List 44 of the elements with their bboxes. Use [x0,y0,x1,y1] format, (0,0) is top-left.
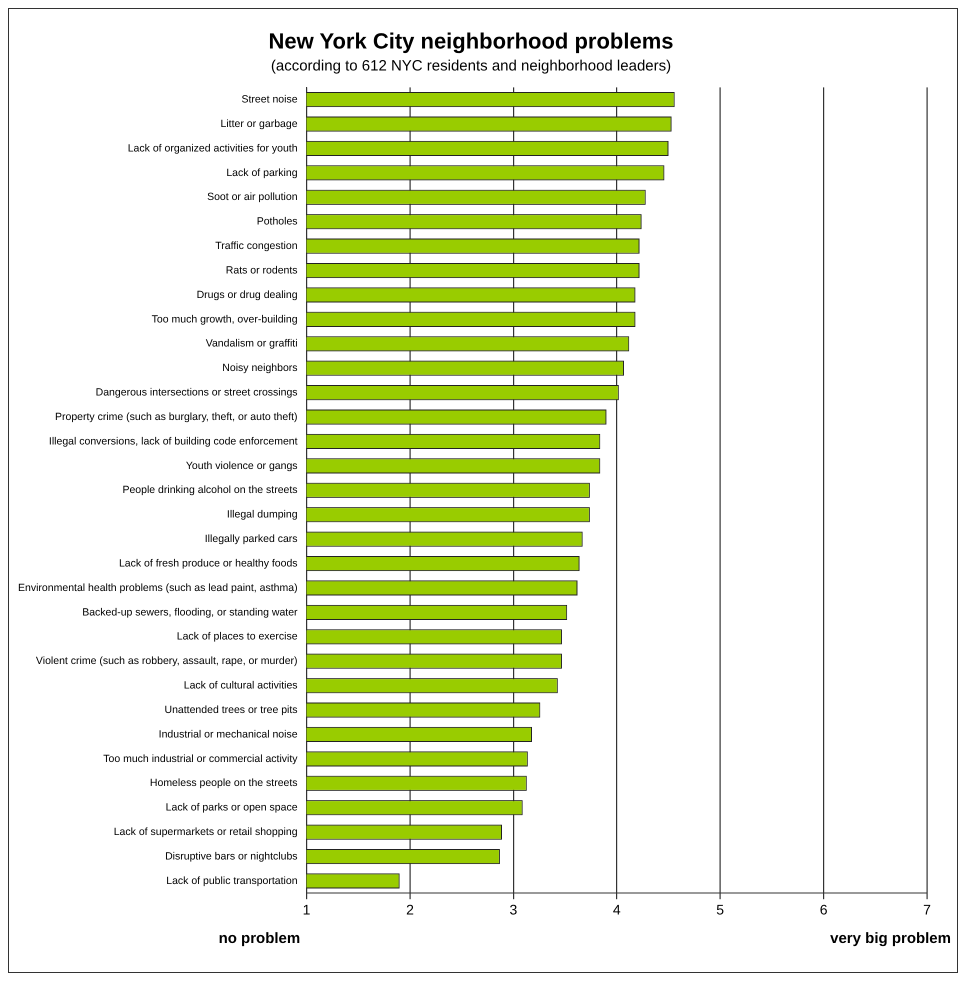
y-tick-label: Street noise [242,94,298,106]
y-tick-label: Illegal dumping [226,508,298,521]
y-tick-label: People drinking alcohol on the streets [122,484,298,496]
y-tick-label: Lack of cultural activities [184,680,298,692]
y-tick-label: Disruptive bars or nightclubs [165,850,298,862]
y-tick-label: Illegally parked cars [204,533,298,546]
y-tick-label: Vandalism or graffiti [206,338,298,350]
y-tick-label: Dangerous intersections or street crossings [96,386,298,399]
chart-subtitle: (according to 612 NYC residents and neighborhood leaders) [270,58,672,75]
text: no problem [218,930,300,947]
y-tick-label: Illegal conversions, lack of building code enforcement [48,435,298,448]
y-tick-label: Youth violence or gangs [186,460,298,472]
y-tick-label: Soot or air pollution [207,191,298,204]
y-tick-label: Lack of supermarkets or retail shopping [114,826,298,838]
x-tick-label: 6 [820,901,828,918]
y-tick-label: Backed-up sewers, flooding, or standing water [82,606,298,618]
y-tick-label: Homeless people on the streets [150,777,298,790]
y-tick-label: Industrial or mechanical noise [158,728,298,740]
y-tick-label: Lack of organized activities for youth [128,142,298,154]
y-tick-label: Too much industrial or commercial activity [103,752,298,765]
y-tick-label: Potholes [256,216,298,228]
x-tick-label: 5 [716,901,724,918]
x-tick-label: 3 [509,901,518,918]
y-tick-label: Rats or rodents [226,264,298,276]
y-tick-label: Violent crime (such as robbery, assault, rape, or murder) [36,655,298,668]
y-tick-label: Lack of fresh produce or healthy foods [118,557,298,570]
y-tick-label: Traffic congestion [215,240,298,252]
y-tick-label: Property crime (such as burglary, theft, or auto theft) [54,410,298,423]
x-tick-label: 7 [923,901,932,918]
y-tick-label: Lack of public transportation [166,874,298,887]
x-tick-label: 4 [612,901,621,918]
y-tick-label: Noisy neighbors [222,362,298,374]
y-tick-label: Lack of parks or open space [166,802,298,814]
chart-title: New York City neighborhood problems [268,28,674,54]
y-tick-label: Lack of parking [226,166,298,179]
y-tick-label: Unattended trees or tree pits [164,704,298,716]
y-tick-label: Too much growth, over-building [152,313,298,326]
x-tick-label: 1 [302,901,311,918]
y-tick-label: Environmental health problems (such as lead paint, asthma) [18,582,298,594]
y-tick-label: Drugs or drug dealing [196,288,298,301]
y-tick-label: Lack of places to exercise [176,630,298,643]
text: very big problem [830,930,951,947]
x-tick-label: 2 [406,901,414,918]
y-tick-label: Litter or garbage [220,118,298,130]
